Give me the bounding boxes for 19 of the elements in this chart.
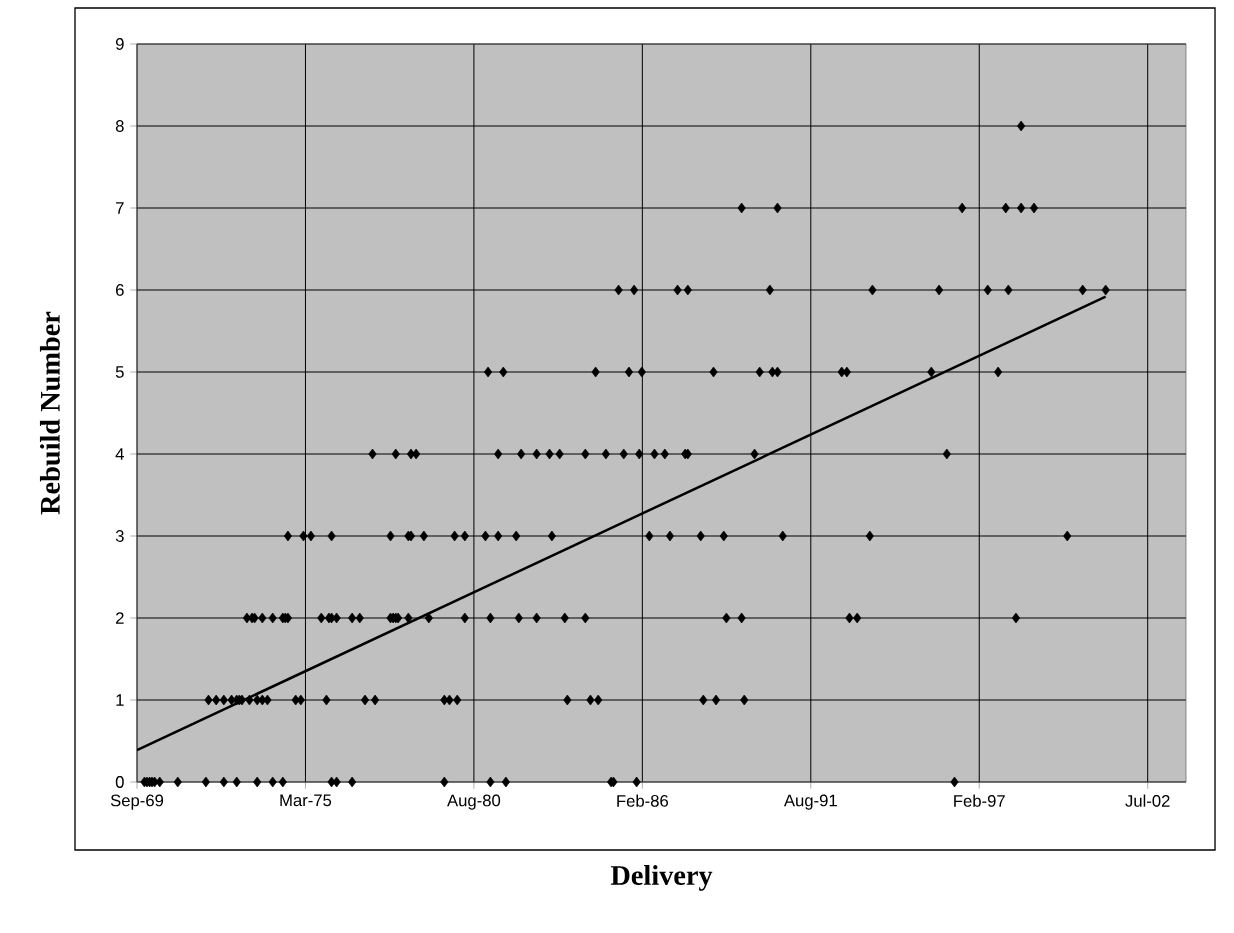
x-tick-label: Mar-75 [280, 794, 332, 807]
y-tick-label: 1 [116, 694, 124, 706]
y-tick-label: 2 [116, 612, 124, 624]
y-tick-label: 7 [116, 202, 124, 214]
x-tick-label: Feb-97 [954, 794, 1005, 807]
y-tick-label: 8 [115, 120, 124, 132]
y-tick-label: 5 [115, 366, 124, 378]
y-axis-title: Rebuild Number [39, 311, 60, 515]
y-tick-label: 4 [115, 448, 124, 460]
y-tick-label: 9 [115, 38, 124, 50]
y-tick-label: 3 [115, 530, 124, 542]
y-tick-label: 6 [116, 284, 124, 296]
x-tick-label: Feb-86 [617, 794, 669, 807]
x-axis-title: Delivery [610, 865, 713, 891]
x-tick-label: Aug-91 [783, 794, 837, 810]
x-tick-label: Sep-69 [110, 794, 164, 810]
x-tick-label: Jul-02 [1125, 794, 1170, 807]
y-tick-label: 0 [115, 776, 124, 788]
x-tick-label: Aug-80 [447, 794, 501, 810]
